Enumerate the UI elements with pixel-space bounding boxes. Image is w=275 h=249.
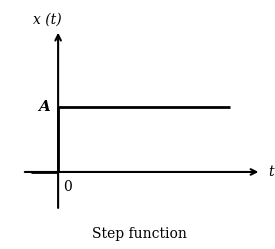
Text: t: t — [268, 165, 274, 179]
Text: x (t): x (t) — [33, 13, 62, 27]
Text: 0: 0 — [64, 180, 72, 194]
Text: A: A — [38, 100, 50, 114]
Text: Step function: Step function — [92, 227, 187, 241]
